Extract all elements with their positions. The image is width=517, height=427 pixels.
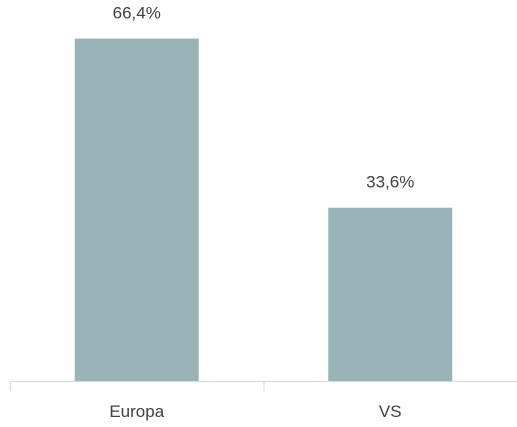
value-label-europa: 66,4% — [113, 4, 161, 23]
bars-group — [75, 39, 453, 381]
bar-europa — [75, 39, 199, 381]
value-label-vs: 33,6% — [366, 173, 414, 192]
x-tick-label-vs: VS — [379, 402, 402, 421]
x-tick-labels-group: Europa VS — [109, 402, 401, 421]
x-tick-label-europa: Europa — [109, 402, 164, 421]
bar-vs — [328, 208, 452, 381]
x-axis — [10, 381, 517, 391]
